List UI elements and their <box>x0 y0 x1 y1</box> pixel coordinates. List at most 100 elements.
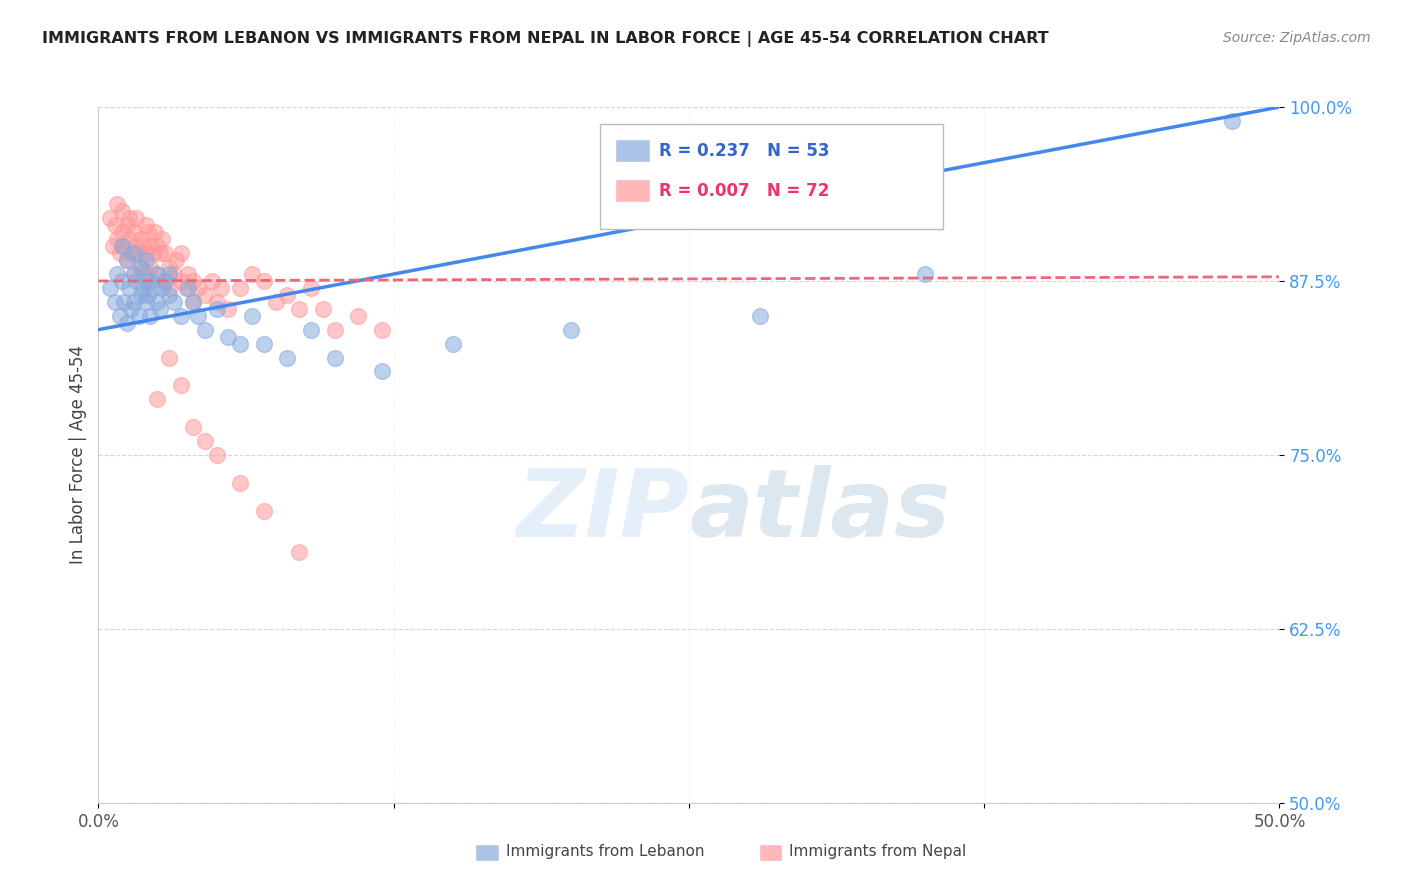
FancyBboxPatch shape <box>600 124 943 229</box>
Point <box>299 323 322 337</box>
Point <box>177 281 200 295</box>
Point <box>101 239 124 253</box>
Point <box>150 232 173 246</box>
Point <box>121 301 143 316</box>
Point <box>209 281 232 295</box>
Text: R = 0.237   N = 53: R = 0.237 N = 53 <box>659 142 830 160</box>
Text: Immigrants from Lebanon: Immigrants from Lebanon <box>506 844 704 859</box>
Point <box>149 246 172 260</box>
Point <box>276 351 298 365</box>
Point <box>299 281 322 295</box>
Point <box>146 267 169 281</box>
Point <box>181 294 204 309</box>
Point <box>122 294 145 309</box>
Point <box>441 336 464 351</box>
Point <box>108 246 131 260</box>
Point <box>121 246 143 260</box>
Point <box>111 274 134 288</box>
Point <box>240 309 263 323</box>
Point <box>135 246 157 260</box>
Point <box>105 232 128 246</box>
Point <box>112 294 135 309</box>
Point <box>157 260 180 274</box>
Point <box>98 281 121 295</box>
Point <box>125 211 148 226</box>
Point <box>136 225 159 239</box>
Text: R = 0.007   N = 72: R = 0.007 N = 72 <box>659 182 830 200</box>
Point <box>170 309 193 323</box>
Point <box>125 239 148 253</box>
Point <box>129 260 152 274</box>
Point <box>157 281 180 295</box>
Point <box>347 309 370 323</box>
Point <box>177 267 200 281</box>
Point <box>135 267 157 281</box>
Point <box>149 301 172 316</box>
Point <box>111 204 134 219</box>
Point <box>323 351 346 365</box>
Point <box>128 246 150 260</box>
Point <box>150 281 173 295</box>
Point <box>253 274 276 288</box>
Text: Immigrants from Nepal: Immigrants from Nepal <box>789 844 966 859</box>
Point <box>914 267 936 281</box>
Point <box>201 274 224 288</box>
Point <box>253 503 276 517</box>
Point <box>253 336 276 351</box>
Point <box>139 274 162 288</box>
Point <box>194 434 217 448</box>
Point <box>194 288 217 302</box>
Point <box>264 294 287 309</box>
Point <box>276 288 298 302</box>
Point <box>142 246 165 260</box>
Point <box>371 323 394 337</box>
Point <box>181 274 204 288</box>
Point <box>163 267 186 281</box>
Point <box>165 253 187 268</box>
Point <box>157 267 180 281</box>
Point <box>146 392 169 407</box>
Point <box>323 323 346 337</box>
Point <box>135 294 157 309</box>
Point <box>312 301 335 316</box>
Text: Source: ZipAtlas.com: Source: ZipAtlas.com <box>1223 31 1371 45</box>
Point <box>105 197 128 211</box>
Point <box>139 239 162 253</box>
Point <box>118 211 141 226</box>
Point <box>118 232 141 246</box>
Point <box>108 309 131 323</box>
Bar <box>759 845 782 860</box>
Point <box>205 301 228 316</box>
Point <box>146 239 169 253</box>
Point <box>146 267 169 281</box>
Point <box>132 239 155 253</box>
Point <box>122 267 145 281</box>
Point <box>98 211 121 226</box>
Point <box>105 267 128 281</box>
Point <box>135 219 157 233</box>
Point <box>111 225 134 239</box>
Point <box>122 246 145 260</box>
Point <box>153 274 176 288</box>
Point <box>163 294 186 309</box>
Point <box>139 309 162 323</box>
Text: IMMIGRANTS FROM LEBANON VS IMMIGRANTS FROM NEPAL IN LABOR FORCE | AGE 45-54 CORR: IMMIGRANTS FROM LEBANON VS IMMIGRANTS FR… <box>42 31 1049 47</box>
Point <box>288 301 311 316</box>
Point <box>170 274 193 288</box>
Point <box>122 225 145 239</box>
Point <box>125 274 148 288</box>
Point <box>288 545 311 559</box>
Bar <box>616 140 648 161</box>
Point <box>170 246 193 260</box>
Point <box>187 281 209 295</box>
Point <box>240 267 263 281</box>
Point <box>174 281 197 295</box>
Point <box>112 239 135 253</box>
Point <box>139 260 162 274</box>
Point <box>135 253 157 268</box>
Point <box>128 309 150 323</box>
Point <box>205 448 228 462</box>
Point <box>115 316 138 330</box>
Point <box>1220 114 1243 128</box>
Point <box>217 329 239 343</box>
